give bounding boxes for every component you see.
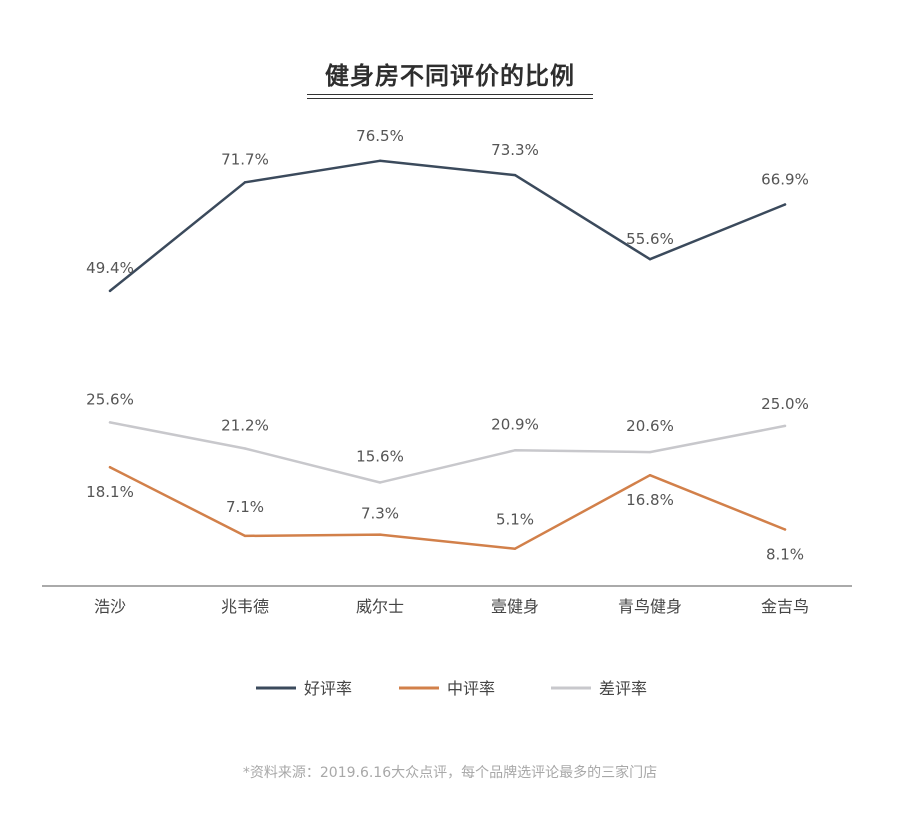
x-tick-label: 威尔士 (356, 597, 404, 616)
data-label: 7.1% (226, 498, 264, 516)
data-point (783, 424, 787, 428)
data-label: 25.0% (761, 395, 809, 413)
data-label: 7.3% (361, 505, 399, 523)
x-tick-label: 壹健身 (491, 597, 539, 616)
data-point (378, 533, 382, 536)
data-point (243, 181, 247, 184)
data-point (108, 289, 112, 293)
data-label: 21.2% (221, 417, 269, 435)
data-label: 20.9% (491, 415, 539, 433)
data-point (648, 258, 652, 261)
source-note: *资料来源：2019.6.16大众点评，每个品牌选评论最多的三家门店 (242, 765, 658, 781)
data-point (783, 528, 787, 531)
series-line-2 (108, 421, 787, 484)
data-point (648, 474, 652, 477)
data-label: 16.8% (626, 491, 674, 509)
data-label: 25.6% (86, 390, 134, 408)
data-label: 5.1% (496, 511, 534, 529)
data-point (513, 547, 517, 550)
data-label: 8.1% (766, 546, 804, 564)
data-label: 49.4% (86, 259, 134, 277)
data-label: 18.1% (86, 483, 134, 501)
data-label: 55.6% (626, 230, 674, 248)
x-tick-label: 兆韦德 (221, 597, 269, 616)
data-label: 71.7% (221, 150, 269, 168)
data-point (648, 450, 652, 454)
x-tick-label: 青鸟健身 (618, 597, 682, 616)
data-point (108, 421, 112, 424)
data-point (783, 203, 787, 206)
data-point (108, 466, 112, 469)
data-label: 15.6% (356, 448, 404, 466)
data-point (513, 173, 517, 177)
data-point (243, 534, 247, 538)
title-underline (307, 94, 593, 99)
data-label: 76.5% (356, 127, 404, 145)
legend-label: 中评率 (447, 679, 495, 698)
data-point (513, 449, 517, 452)
data-label: 66.9% (761, 171, 809, 189)
data-point (378, 481, 382, 484)
plot-area: 浩沙 兆韦德 威尔士 壹健身 青鸟健身 金吉鸟 49.4% 71.7% 76.5% 73.3% 55… (42, 127, 852, 616)
series-line-0 (108, 159, 787, 293)
legend-label: 好评率 (304, 679, 352, 698)
x-tick-label: 浩沙 (94, 597, 126, 616)
chart-title: 健身房不同评价的比例 (325, 62, 575, 90)
series-line-1 (108, 465, 787, 550)
legend-label: 差评率 (599, 679, 647, 698)
x-tick-label: 金吉鸟 (761, 597, 809, 616)
data-label: 20.6% (626, 417, 674, 435)
data-point (378, 159, 382, 162)
legend: 好评率 中评率 差评率 (256, 679, 647, 698)
data-point (243, 447, 247, 450)
data-label: 73.3% (491, 141, 539, 159)
